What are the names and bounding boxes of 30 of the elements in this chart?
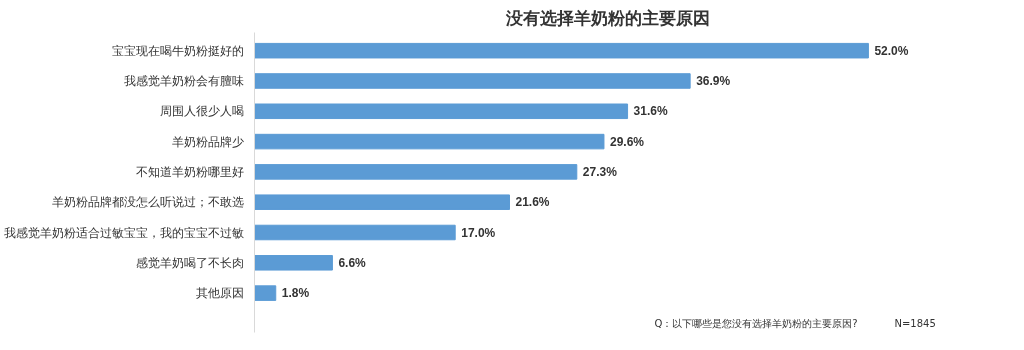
chart-title: 没有选择羊奶粉的主要原因: [504, 7, 710, 28]
data-label: 36.9%: [696, 73, 731, 88]
y-tick-label: 宝宝现在喝牛奶粉挺好的: [111, 43, 244, 58]
y-tick-label: 羊奶粉品牌都没怎么听说过；不敢选: [51, 195, 244, 210]
bar: [254, 73, 691, 89]
annotation: Q：以下哪些是您没有选择羊奶粉的主要原因?: [654, 317, 858, 329]
bar: [254, 103, 629, 120]
data-label: 29.6%: [609, 134, 645, 149]
y-tick-label: 其他原因: [195, 286, 244, 301]
data-label: 6.6%: [338, 255, 367, 270]
y-tick-label: 不知道羊奶粉哪里好: [135, 164, 244, 179]
y-tick-label: 我感觉羊奶粉适合过敏宝宝，我的宝宝不过敏: [3, 225, 244, 240]
y-tick-label: 感觉羊奶喝了不长肉: [135, 255, 244, 270]
data-label: 21.6%: [515, 195, 550, 210]
text: N=1845: [894, 317, 936, 329]
data-label: 27.3%: [582, 164, 618, 179]
data-label: 17.0%: [461, 225, 496, 240]
bar: [254, 255, 333, 271]
bar: [254, 285, 277, 301]
bar: [254, 194, 511, 210]
data-label: 52.0%: [874, 43, 909, 58]
bar: [254, 224, 456, 241]
data-label: 31.6%: [633, 104, 668, 119]
y-tick-label: 我感觉羊奶粉会有膻味: [123, 73, 244, 88]
data-label: 1.8%: [281, 286, 310, 301]
y-tick-label: 周围人很少人喝: [159, 104, 244, 119]
y-tick-label: 羊奶粉品牌少: [171, 134, 244, 149]
bar: [254, 133, 605, 150]
bar: [254, 42, 869, 59]
bar: [254, 164, 578, 180]
